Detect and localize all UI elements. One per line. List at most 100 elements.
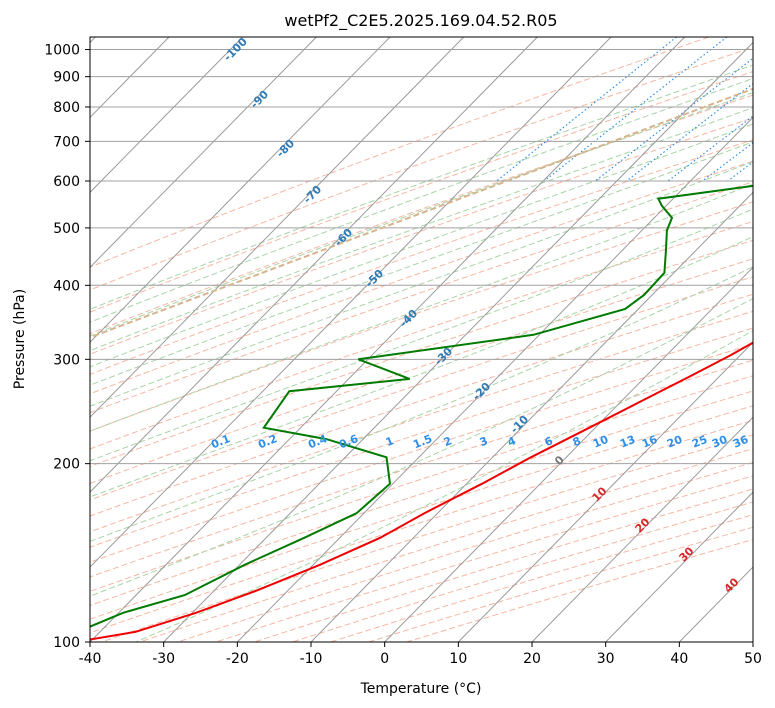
y-tick-label: 500: [53, 221, 80, 237]
mixing-ratio-label: 3: [478, 434, 490, 449]
dry-adiabat: [90, 71, 753, 313]
dry-adiabat: [330, 514, 753, 642]
mixing-ratio-line: [765, 37, 775, 181]
y-tick-label: 400: [53, 278, 80, 294]
dry-adiabat: [90, 181, 753, 414]
x-tick-label: 0: [380, 651, 389, 667]
plot-frame: [89, 36, 754, 643]
dry-adiabat: [90, 37, 709, 268]
x-tick-label: -10: [300, 651, 323, 667]
isotherm-line: [90, 37, 538, 493]
mixing-ratio-label: 25: [690, 433, 709, 451]
mixing-ratio-label: 0.1: [209, 432, 232, 451]
mixing-ratio-label: 2: [442, 434, 454, 449]
mixing-ratio-line: [544, 37, 728, 182]
moist-adiabat: [90, 64, 753, 310]
dry-adiabat: [90, 220, 753, 450]
y-tick-label: 900: [53, 70, 80, 86]
isotherm-line: [752, 641, 753, 642]
isotherm-line: [90, 37, 465, 418]
axes: -40 -30 -20 -10 0 10 20 30 40 5010020030040050060…: [44, 43, 762, 667]
y-tick-label: 100: [53, 635, 80, 651]
mixing-ratio-label: 36: [731, 433, 750, 451]
mixing-ratio-label: 0.4: [306, 432, 329, 451]
dry-adiabat: [90, 201, 753, 432]
profiles: [90, 184, 753, 641]
mixing-ratio-label: 20: [665, 433, 684, 451]
dewpoint-profile: [90, 184, 753, 628]
isotherm-label: 40: [722, 575, 742, 595]
mixing-ratio-line: [702, 142, 753, 182]
x-tick-label: -20: [226, 651, 249, 667]
dry-adiabat: [90, 94, 753, 335]
mixing-ratio-line: [667, 115, 753, 182]
mixing-ratio-label: 30: [710, 433, 729, 451]
mixing-ratio-line: [626, 82, 753, 182]
isotherm-line: [236, 116, 753, 642]
isotherm-line: [384, 266, 753, 642]
mixing-ratio-label: 13: [618, 433, 637, 451]
isotherm-label: -70: [301, 183, 324, 206]
x-tick-label: 20: [523, 651, 541, 667]
line-labels: -100-90-80-70-60-50-40-30-20-10010203040…: [209, 37, 750, 596]
moist-adiabat: [90, 208, 753, 462]
y-tick-label: 800: [53, 100, 80, 116]
dry-adiabat: [406, 538, 753, 642]
y-axis-label: Pressure (hPa): [12, 289, 28, 389]
isotherm-label: -80: [274, 137, 297, 160]
isotherms: [90, 37, 753, 642]
isotherm-line: [90, 37, 686, 642]
cape-contour: [90, 87, 753, 339]
dry-adiabat: [90, 390, 753, 606]
isotherm-label: 0: [552, 453, 567, 468]
isotherm-line: [90, 37, 612, 568]
x-tick-label: 40: [670, 651, 688, 667]
y-tick-label: 700: [53, 134, 80, 150]
y-tick-label: 200: [53, 457, 80, 473]
x-tick-label: -40: [79, 651, 102, 667]
isotherm-line: [310, 191, 753, 642]
y-tick-label: 300: [53, 352, 80, 368]
x-tick-label: 30: [597, 651, 615, 667]
x-axis-label: Temperature (°C): [360, 681, 482, 697]
isotherm-line: [457, 341, 753, 642]
mixing-ratio-label: 1: [384, 434, 396, 449]
x-tick-label: -30: [152, 651, 175, 667]
isotherm-line: [90, 37, 244, 194]
dry-adiabat: [90, 310, 753, 533]
moist-adiabat: [90, 77, 753, 323]
moist-adiabat: [90, 123, 753, 368]
isotherm-line: [531, 416, 753, 642]
isotherm-label: 10: [590, 484, 610, 504]
isotherm-label: 30: [677, 544, 697, 564]
isotherm-line: [90, 37, 317, 269]
x-tick-label: 10: [449, 651, 467, 667]
mixing-ratio-label: 10: [591, 433, 610, 451]
moist-adiabat: [90, 266, 753, 542]
moist-adiabat: [90, 183, 753, 432]
plot-area: -100-90-80-70-60-50-40-30-20-10010203040…: [90, 37, 775, 642]
dry-adiabat: [90, 46, 753, 291]
isotherm-line: [163, 41, 753, 642]
dry-adiabat: [90, 293, 753, 517]
mixing-ratio-line: [727, 161, 753, 182]
mixing-ratio-label: 16: [640, 433, 659, 451]
parcel-path: [90, 87, 753, 339]
isotherm-line: [90, 37, 391, 343]
mixing-ratio-lines: [496, 37, 775, 182]
pressure-gridlines: [90, 49, 753, 642]
isotherm-label: -10: [508, 413, 531, 436]
moist-adiabats: [90, 64, 753, 642]
chart-title: wetPf2_C2E5.2025.169.04.52.R05: [284, 11, 557, 31]
mixing-ratio-label: 0.2: [256, 432, 279, 451]
temperature-profile: [90, 341, 753, 641]
y-tick-label: 1000: [44, 43, 80, 59]
moist-adiabat: [90, 236, 753, 498]
moist-adiabat: [135, 330, 753, 642]
dry-adiabat: [90, 343, 753, 563]
moist-adiabat: [90, 161, 753, 407]
isotherm-label: -60: [332, 226, 355, 249]
x-tick-label: 50: [744, 651, 762, 667]
mixing-ratio-line: [496, 37, 677, 182]
